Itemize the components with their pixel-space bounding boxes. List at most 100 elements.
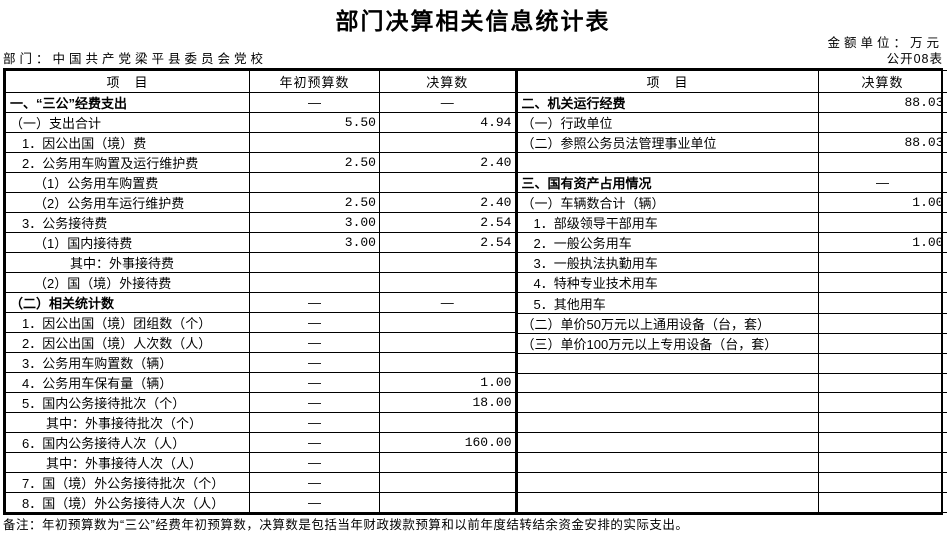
item-cell	[516, 432, 819, 454]
final-cell: 2.54	[379, 212, 516, 233]
item-cell: 5．其他用车	[516, 292, 819, 314]
item-cell: （三）单价100万元以上专用设备（台，套）	[516, 332, 819, 354]
table-row	[516, 472, 947, 493]
final-cell	[379, 452, 516, 473]
final-cell	[817, 352, 947, 374]
budget-cell: —	[249, 412, 380, 433]
budget-cell: —	[249, 432, 380, 453]
final-cell	[379, 272, 516, 293]
final-cell: 88.03	[817, 91, 947, 114]
item-cell: 2．因公出国（境）人次数（人）	[5, 332, 250, 353]
item-cell	[516, 452, 819, 474]
final-cell	[379, 352, 516, 373]
budget-cell: —	[249, 292, 380, 313]
item-cell: （一）行政单位	[516, 112, 819, 134]
final-cell	[817, 392, 947, 414]
budget-cell	[249, 272, 380, 293]
header-row: 项 目 决算数	[516, 70, 947, 93]
budget-cell: —	[249, 452, 380, 473]
final-cell: 4.94	[379, 112, 516, 133]
header-final: 决算数	[817, 70, 947, 93]
header-final: 决算数	[379, 70, 516, 93]
budget-cell: —	[249, 372, 380, 393]
budget-cell: —	[249, 392, 380, 413]
final-cell: 1.00	[817, 232, 947, 254]
item-cell: 其中：外事接待费	[5, 252, 250, 273]
item-cell: 4．公务用车保有量（辆）	[5, 372, 250, 393]
budget-cell: 2.50	[249, 152, 380, 173]
budget-cell: 3.00	[249, 212, 380, 233]
left-table: 项 目 年初预算数 决算数 一、“三公”经费支出 — — （一）支出合计 5.50 4.9…	[5, 70, 517, 513]
table-row: 4．特种专业技术用车	[516, 272, 947, 294]
final-cell: 2.40	[379, 192, 516, 213]
header-item: 项 目	[5, 70, 250, 93]
table-row: 1．因公出国（境）费	[5, 132, 516, 153]
item-cell: 2．一般公务用车	[516, 232, 819, 254]
budget-cell: —	[249, 92, 380, 113]
final-cell	[817, 212, 947, 234]
table-row: （1）国内接待费 3.00 2.54	[5, 232, 516, 253]
department-label: 部门：中国共产党梁平县委员会党校	[3, 52, 268, 66]
table-row: （一）车辆数合计（辆） 1.00	[516, 192, 947, 214]
table-row: 其中：外事接待批次（个） —	[5, 412, 516, 433]
final-cell	[817, 272, 947, 294]
final-cell	[817, 332, 947, 354]
table-row: 8．国（境）外公务接待人次（人） —	[5, 492, 516, 513]
table-row: 6．国内公务接待人次（人） —160.00	[5, 432, 516, 453]
final-cell	[379, 332, 516, 353]
budget-cell: —	[249, 312, 380, 333]
table-row: 5．国内公务接待批次（个） —18.00	[5, 392, 516, 413]
final-cell	[817, 412, 947, 434]
final-cell	[817, 252, 947, 274]
budget-cell: —	[249, 332, 380, 353]
item-cell: 4．特种专业技术用车	[516, 272, 819, 294]
right-table: 项 目 决算数 二、机关运行经费 88.03 （一）行政单位 （二）参照公务员法管理事…	[516, 70, 947, 513]
final-cell: —	[379, 92, 516, 113]
item-cell	[516, 492, 819, 513]
table-row	[516, 372, 947, 394]
table-row: 一、“三公”经费支出 — —	[5, 92, 516, 113]
final-cell	[817, 492, 947, 513]
item-cell: （2）国（境）外接待费	[5, 272, 250, 293]
table-row	[516, 412, 947, 434]
right-table-header: 项 目 决算数	[516, 70, 947, 93]
final-cell: 18.00	[379, 392, 516, 413]
table-row	[516, 432, 947, 454]
item-cell: 1．因公出国（境）费	[5, 132, 250, 153]
table-row	[516, 152, 947, 174]
table-row: 1．部级领导干部用车	[516, 212, 947, 234]
final-cell	[379, 312, 516, 333]
left-table-header: 项 目 年初预算数 决算数	[5, 70, 516, 93]
final-cell	[817, 152, 947, 174]
table-row: （一）行政单位	[516, 112, 947, 134]
table-row: 2．因公出国（境）人次数（人） —	[5, 332, 516, 353]
final-cell	[379, 472, 516, 493]
table-row	[516, 452, 947, 474]
table-row: （三）单价100万元以上专用设备（台，套）	[516, 332, 947, 354]
table-row: 其中：外事接待人次（人） —	[5, 452, 516, 473]
statistics-table: 项 目 年初预算数 决算数 一、“三公”经费支出 — — （一）支出合计 5.50 4.9…	[3, 68, 947, 515]
item-cell: 1．部级领导干部用车	[516, 212, 819, 234]
table-row	[516, 492, 947, 513]
budget-cell: 5.50	[249, 112, 380, 133]
table-row: （2）公务用车运行维护费 2.50 2.40	[5, 192, 516, 213]
item-cell: 1．因公出国（境）团组数（个）	[5, 312, 250, 333]
item-cell: 6．国内公务接待人次（人）	[5, 432, 250, 453]
footnote: 备注：年初预算数为“三公”经费年初预算数，决算数是包括当年财政拨款预算和以前年度…	[3, 518, 689, 532]
item-cell: （1）公务用车购置费	[5, 172, 250, 193]
budget-cell: 2.50	[249, 192, 380, 213]
form-code: 公开08表	[886, 52, 943, 66]
budget-cell: —	[249, 492, 380, 513]
budget-cell: —	[249, 472, 380, 493]
page-title: 部门决算相关信息统计表	[335, 8, 611, 34]
table-row: （1）公务用车购置费	[5, 172, 516, 193]
item-cell: 3．公务接待费	[5, 212, 250, 233]
final-cell: 88.03	[817, 132, 947, 154]
item-cell: 2．公务用车购置及运行维护费	[5, 152, 250, 173]
item-cell: （2）公务用车运行维护费	[5, 192, 250, 213]
final-cell	[817, 312, 947, 334]
unit-label: 金额单位：万元	[827, 36, 943, 50]
item-cell: 3．一般执法执勤用车	[516, 252, 819, 274]
budget-cell	[249, 172, 380, 193]
final-cell	[379, 132, 516, 153]
